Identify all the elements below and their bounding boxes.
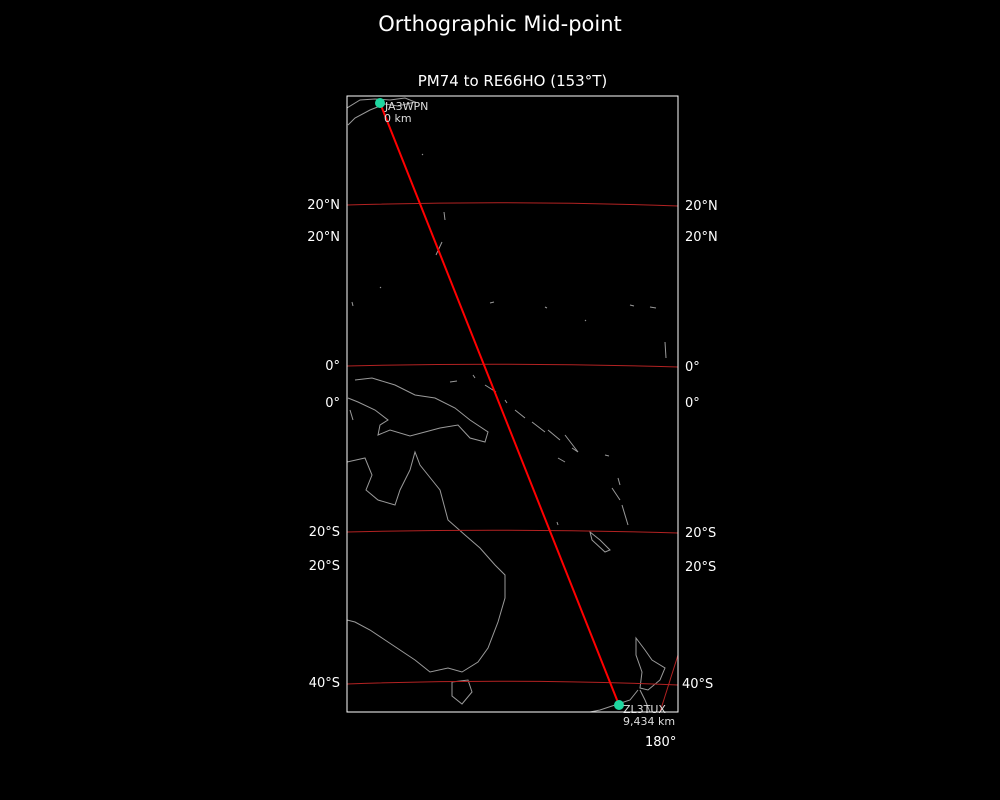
parallel-40s bbox=[347, 680, 678, 686]
great-circle-path bbox=[379, 102, 620, 706]
lat-label: 40°S bbox=[309, 676, 340, 691]
lat-label: 20°N bbox=[307, 230, 340, 245]
lat-label: 20°N bbox=[685, 199, 718, 214]
coastline-tasmania bbox=[451, 679, 473, 705]
figure-title: Orthographic Mid-point bbox=[378, 12, 622, 36]
coastline-vanuatu bbox=[611, 487, 629, 526]
parallel-20s bbox=[347, 529, 678, 534]
parallel-20n bbox=[347, 202, 678, 207]
lat-label: 0° bbox=[325, 359, 340, 374]
end-distance: 9,434 km bbox=[623, 715, 675, 728]
start-callsign: JA3WPN bbox=[384, 100, 428, 113]
meridian-180 bbox=[659, 654, 678, 712]
coastline-australia bbox=[347, 450, 506, 673]
graticule bbox=[347, 202, 678, 712]
start-distance: 0 km bbox=[384, 112, 412, 125]
lat-label: 20°S bbox=[309, 559, 340, 574]
lat-label: 0° bbox=[325, 396, 340, 411]
lat-label: 20°S bbox=[309, 525, 340, 540]
end-marker bbox=[614, 700, 624, 710]
lon-label-180: 180° bbox=[645, 735, 676, 750]
right-lat-labels: 20°N 0° 20°S 40°S 20°N 0° 20°S bbox=[682, 199, 718, 692]
coastline-islands bbox=[349, 153, 667, 526]
coastline-new-caledonia bbox=[589, 530, 611, 553]
lat-label: 20°N bbox=[307, 198, 340, 213]
lat-label: 20°S bbox=[685, 526, 716, 541]
lat-label: 20°N bbox=[685, 230, 718, 245]
lat-label: 40°S bbox=[682, 677, 713, 692]
coastlines bbox=[347, 97, 667, 712]
end-callsign: ZL3TUX bbox=[623, 703, 666, 716]
coastline-solomons bbox=[514, 409, 579, 463]
lat-label: 0° bbox=[685, 360, 700, 375]
coastline-new-guinea bbox=[347, 377, 489, 443]
start-marker bbox=[375, 98, 385, 108]
parallel-0 bbox=[347, 363, 678, 368]
map-frame bbox=[346, 95, 679, 713]
lat-label: 20°S bbox=[685, 560, 716, 575]
lat-label: 0° bbox=[685, 396, 700, 411]
map-area bbox=[347, 96, 678, 712]
coastline-nz-north bbox=[635, 636, 666, 691]
left-lat-labels: 20°N 0° 20°S 40°S 20°N 0° 20°S bbox=[307, 198, 340, 691]
map-title: PM74 to RE66HO (153°T) bbox=[417, 72, 608, 90]
coastline-japan bbox=[347, 97, 417, 126]
